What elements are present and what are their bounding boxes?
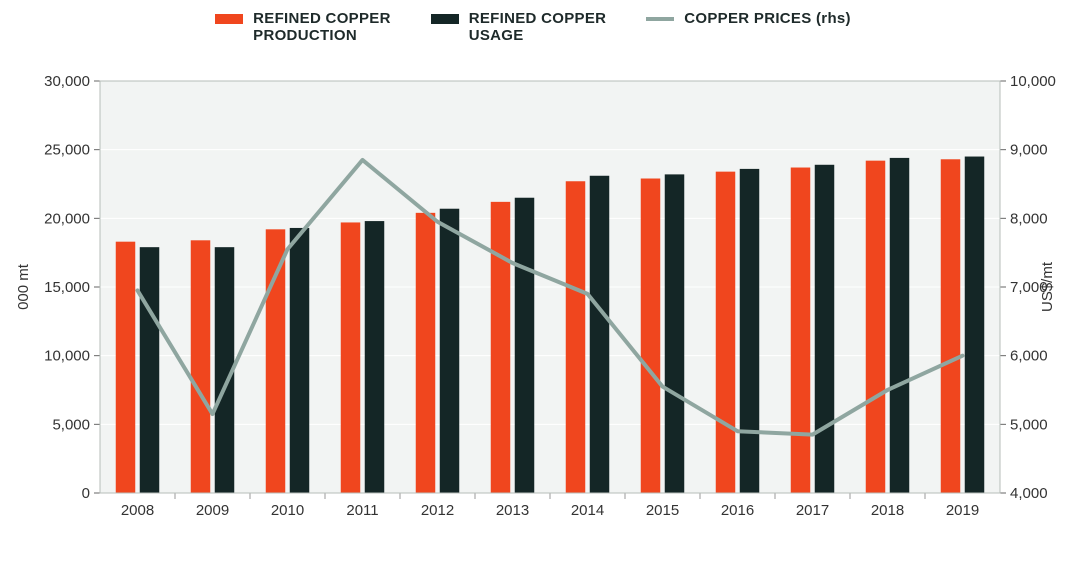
category-label: 2018 xyxy=(871,502,904,519)
bar-usage xyxy=(440,208,460,492)
category-label: 2013 xyxy=(496,502,529,519)
category-label: 2010 xyxy=(271,502,304,519)
left-tick-label: 15,000 xyxy=(44,279,90,296)
left-tick-label: 25,000 xyxy=(44,141,90,158)
legend-line-swatch xyxy=(646,17,674,21)
legend-bar-swatch xyxy=(431,14,459,24)
left-tick-label: 30,000 xyxy=(44,73,90,90)
category-label: 2011 xyxy=(346,502,378,519)
bar-usage xyxy=(140,247,160,493)
bar-usage xyxy=(740,168,760,492)
category-label: 2016 xyxy=(721,502,754,519)
bar-production xyxy=(266,229,286,493)
right-tick-label: 5,000 xyxy=(1010,416,1048,433)
category-label: 2019 xyxy=(946,502,979,519)
category-label: 2008 xyxy=(121,502,154,519)
bar-production xyxy=(341,222,361,493)
bar-production xyxy=(716,171,736,492)
left-tick-label: 0 xyxy=(82,485,90,502)
bar-usage xyxy=(665,174,685,493)
bar-usage xyxy=(290,227,310,492)
bar-production xyxy=(791,167,811,492)
chart-container: REFINED COPPERPRODUCTION REFINED COPPERUS… xyxy=(0,0,1066,567)
bar-production xyxy=(491,201,511,492)
category-label: 2015 xyxy=(646,502,679,519)
legend: REFINED COPPERPRODUCTION REFINED COPPERUS… xyxy=(0,0,1066,53)
bar-usage xyxy=(365,221,385,493)
right-tick-label: 6,000 xyxy=(1010,347,1048,364)
bar-usage xyxy=(590,175,610,492)
bar-usage xyxy=(515,197,535,492)
legend-item: REFINED COPPERPRODUCTION xyxy=(215,10,391,45)
legend-label: REFINED COPPERUSAGE xyxy=(469,10,607,45)
category-label: 2009 xyxy=(196,502,229,519)
bar-production xyxy=(866,160,886,492)
bar-production xyxy=(566,181,586,493)
category-label: 2017 xyxy=(796,502,829,519)
right-tick-label: 4,000 xyxy=(1010,485,1048,502)
right-tick-label: 8,000 xyxy=(1010,210,1048,227)
right-axis-title: US$/mt xyxy=(1039,261,1056,312)
left-axis-title: 000 mt xyxy=(15,263,32,310)
left-tick-label: 20,000 xyxy=(44,210,90,227)
legend-label: REFINED COPPERPRODUCTION xyxy=(253,10,391,45)
bar-usage xyxy=(815,164,835,492)
bar-production xyxy=(941,159,961,493)
bar-production xyxy=(116,241,136,492)
legend-item: COPPER PRICES (rhs) xyxy=(646,10,851,45)
left-tick-label: 5,000 xyxy=(52,416,90,433)
right-tick-label: 10,000 xyxy=(1010,73,1056,90)
category-label: 2014 xyxy=(571,502,604,519)
legend-label: COPPER PRICES (rhs) xyxy=(684,10,851,27)
chart-svg: 0 5,000 10,000 15,000 20,000 25,000 30,000 4,00… xyxy=(0,53,1066,560)
left-tick-label: 10,000 xyxy=(44,347,90,364)
category-label: 2012 xyxy=(421,502,454,519)
bar-usage xyxy=(965,156,985,492)
bar-production xyxy=(191,240,211,493)
bar-production xyxy=(416,212,436,492)
right-tick-label: 9,000 xyxy=(1010,141,1048,158)
bar-production xyxy=(641,178,661,492)
legend-bar-swatch xyxy=(215,14,243,24)
bar-usage xyxy=(890,157,910,492)
legend-item: REFINED COPPERUSAGE xyxy=(431,10,607,45)
